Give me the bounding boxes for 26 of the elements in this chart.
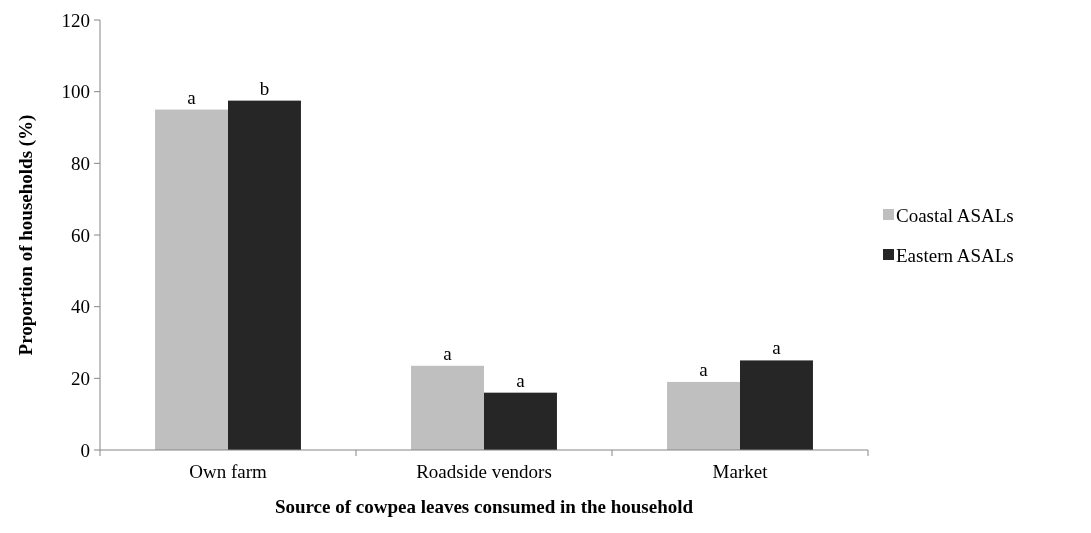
bar <box>484 392 557 450</box>
bar <box>228 100 301 450</box>
y-tick-label: 100 <box>61 81 90 103</box>
legend-label: Coastal ASALs <box>896 204 1014 226</box>
x-tick-label: Own farm <box>189 461 267 482</box>
x-tick-label: Roadside vendors <box>416 461 552 482</box>
y-axis-title: Proportion of households (%) <box>15 114 37 356</box>
legend-label: Eastern ASALs <box>896 244 1014 266</box>
x-tick-label: Market <box>712 461 769 482</box>
y-tick-label: 40 <box>71 296 90 318</box>
y-tick-label: 60 <box>71 224 90 246</box>
annotation: a <box>516 369 526 391</box>
annotation: a <box>443 342 453 364</box>
bar <box>740 360 813 450</box>
annotation: a <box>187 86 197 108</box>
annotation: a <box>699 358 709 380</box>
y-tick-label: 120 <box>61 9 90 31</box>
y-tick-label: 0 <box>80 439 90 461</box>
y-tick-label: 20 <box>71 367 90 389</box>
annotation: b <box>259 77 270 99</box>
x-axis-title: Source of cowpea leaves consumed in the household <box>274 496 694 517</box>
bar <box>155 109 228 450</box>
bar <box>411 365 484 450</box>
annotation: a <box>772 337 782 359</box>
bar <box>667 381 740 450</box>
y-tick-label: 80 <box>71 152 90 174</box>
